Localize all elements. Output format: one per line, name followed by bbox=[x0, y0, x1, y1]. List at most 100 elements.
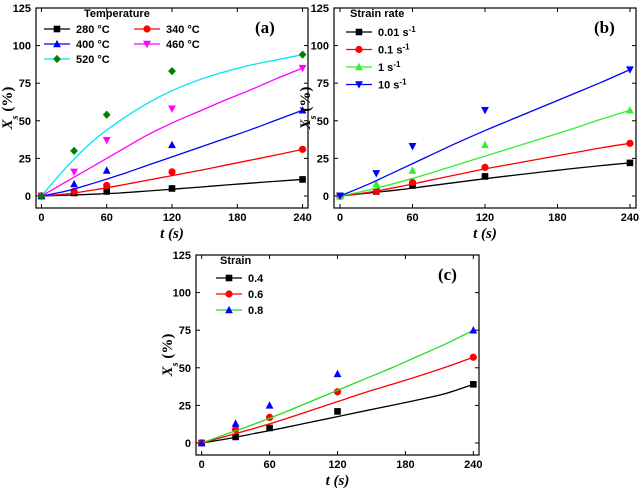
series-line bbox=[201, 356, 474, 444]
legend-label: 0.1 s-1 bbox=[378, 42, 410, 57]
x-tick-label: 120 bbox=[163, 212, 181, 224]
legend-label: 0.6 bbox=[248, 289, 263, 301]
data-point bbox=[481, 173, 489, 180]
y-tick-label: 0 bbox=[25, 191, 31, 203]
data-point bbox=[481, 140, 489, 149]
series-line bbox=[201, 329, 474, 444]
data-point bbox=[168, 168, 176, 176]
data-point bbox=[626, 66, 634, 74]
data-point bbox=[299, 176, 306, 183]
x-tick-label: 60 bbox=[263, 459, 275, 471]
legend-entry: 0.6 bbox=[216, 289, 263, 301]
legend-marker bbox=[355, 62, 363, 71]
legend-marker bbox=[355, 45, 363, 54]
legend-entry: 10 s-1 bbox=[346, 77, 407, 92]
legend-entry: 460 °C bbox=[134, 39, 200, 51]
y-tick-label: 0 bbox=[323, 191, 329, 203]
series-2 bbox=[336, 139, 634, 200]
data-point bbox=[102, 166, 111, 174]
y-axis-label: Xs (%) bbox=[160, 334, 181, 378]
legend-entry: 520 °C bbox=[44, 54, 110, 66]
legend-marker bbox=[355, 81, 363, 89]
data-point bbox=[336, 192, 344, 201]
data-point bbox=[298, 106, 307, 114]
legend-title: Temperature bbox=[84, 8, 150, 20]
data-point bbox=[481, 163, 489, 171]
data-point bbox=[102, 137, 111, 145]
series-3 bbox=[336, 106, 634, 200]
legend: Temperature 280 °C 340 °C 400 °C 460 °C 520 °… bbox=[44, 8, 200, 66]
legend-entry: 400 °C bbox=[44, 39, 110, 51]
data-point bbox=[408, 166, 417, 174]
x-tick-label: 240 bbox=[293, 212, 311, 224]
y-tick-label: 50 bbox=[179, 363, 191, 375]
y-tick-label: 75 bbox=[19, 78, 31, 90]
x-axis-label: t (s) bbox=[160, 226, 184, 242]
legend-marker bbox=[143, 25, 151, 33]
x-tick-label: 180 bbox=[396, 459, 414, 471]
legend-label: 400 °C bbox=[76, 39, 110, 51]
legend-label: 520 °C bbox=[76, 54, 110, 66]
legend-label: 0.8 bbox=[248, 305, 263, 317]
y-axis-label: Xs (%) bbox=[298, 87, 319, 131]
series-4 bbox=[37, 64, 307, 201]
data-point bbox=[469, 326, 478, 334]
data-point bbox=[70, 168, 78, 177]
x-tick-label: 60 bbox=[101, 212, 113, 224]
legend-entry: 0.01 s-1 bbox=[346, 25, 416, 40]
y-tick-label: 75 bbox=[317, 78, 329, 90]
data-point bbox=[626, 159, 634, 167]
y-tick-label: 50 bbox=[317, 116, 329, 128]
series-line bbox=[41, 109, 303, 197]
series-line bbox=[41, 67, 303, 197]
legend-entry: 0.8 bbox=[216, 305, 263, 317]
series-2 bbox=[37, 145, 307, 200]
y-axis-label: Xs (%) bbox=[0, 87, 21, 131]
legend-title: Strain rate bbox=[350, 8, 404, 20]
y-tick-label: 25 bbox=[317, 153, 329, 165]
data-point bbox=[469, 353, 477, 361]
data-point bbox=[372, 179, 381, 188]
legend-title: Strain bbox=[220, 255, 251, 267]
legend-entry: 340 °C bbox=[134, 24, 200, 36]
legend-label: 0.01 s-1 bbox=[378, 25, 416, 40]
x-axis-label: t (s) bbox=[473, 226, 497, 242]
legend-entry: 0.1 s-1 bbox=[346, 42, 410, 57]
data-point bbox=[298, 50, 307, 59]
legend-label: 0.4 bbox=[248, 273, 264, 285]
data-point bbox=[232, 433, 239, 441]
legend-marker bbox=[53, 54, 61, 64]
legend-marker bbox=[53, 25, 61, 33]
data-point bbox=[168, 105, 176, 113]
panel-tag: (c) bbox=[438, 265, 457, 284]
y-tick-label: 75 bbox=[179, 325, 191, 337]
y-tick-label: 100 bbox=[173, 288, 191, 300]
data-point bbox=[168, 185, 176, 192]
data-point bbox=[37, 191, 46, 201]
legend-entry: 1 s-1 bbox=[346, 60, 401, 74]
y-tick-label: 25 bbox=[19, 153, 31, 165]
x-tick-label: 180 bbox=[228, 212, 246, 224]
x-tick-label: 240 bbox=[464, 459, 482, 471]
data-point bbox=[103, 181, 111, 190]
data-point bbox=[70, 179, 78, 188]
data-point bbox=[102, 110, 111, 119]
x-tick-label: 180 bbox=[548, 212, 566, 224]
legend: Strain 0.4 0.6 0.8 bbox=[216, 255, 264, 317]
x-tick-label: 0 bbox=[38, 212, 44, 224]
x-tick-label: 60 bbox=[406, 212, 418, 224]
data-point bbox=[481, 106, 489, 115]
data-point bbox=[334, 408, 341, 415]
data-point bbox=[70, 146, 78, 155]
y-tick-label: 50 bbox=[19, 116, 31, 128]
data-point bbox=[408, 178, 417, 187]
y-tick-label: 100 bbox=[13, 41, 31, 53]
series-line bbox=[40, 53, 303, 197]
series-line bbox=[41, 148, 303, 197]
series-line bbox=[339, 109, 631, 197]
data-point bbox=[197, 438, 206, 447]
data-point bbox=[470, 381, 477, 388]
data-point bbox=[168, 140, 176, 149]
data-point bbox=[266, 424, 273, 432]
